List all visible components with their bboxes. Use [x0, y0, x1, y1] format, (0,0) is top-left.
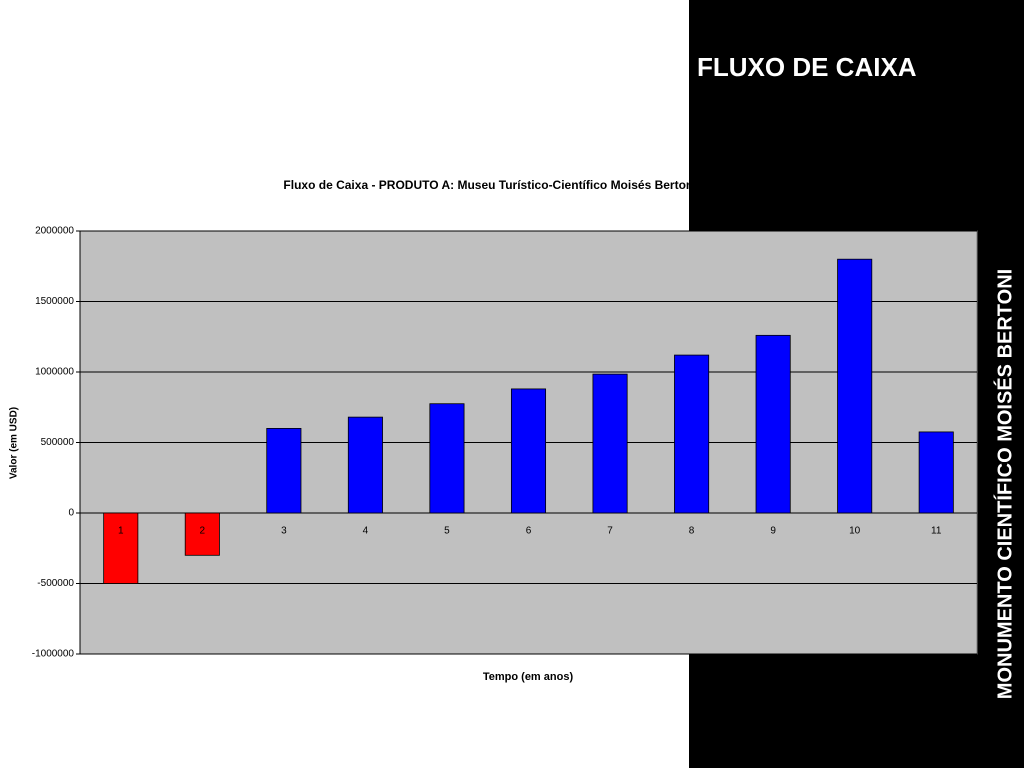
- x-tick-label: 9: [770, 526, 776, 537]
- y-tick-label: 1500000: [35, 296, 74, 307]
- bar: [510, 388, 547, 514]
- y-tick-label: -500000: [37, 578, 74, 589]
- bar: [184, 512, 220, 556]
- y-axis-label: Valor (em USD): [9, 407, 20, 479]
- y-tick-label: 2000000: [35, 226, 74, 237]
- chart: Fluxo de Caixa - PRODUTO A: Museu Turíst…: [9, 178, 978, 683]
- x-tick-label: 6: [526, 526, 532, 537]
- slide-title: FLUXO DE CAIXA: [697, 52, 917, 82]
- bar: [103, 512, 139, 584]
- x-axis-label: Tempo (em anos): [483, 671, 574, 683]
- x-tick-label: 4: [363, 526, 369, 537]
- x-tick-label: 3: [281, 526, 287, 537]
- bar: [918, 431, 954, 514]
- x-tick-label: 2: [200, 526, 206, 537]
- bar: [429, 403, 465, 514]
- x-tick-label: 5: [444, 526, 450, 537]
- y-tick-label: -1000000: [32, 649, 75, 660]
- y-tick-label: 500000: [41, 437, 75, 448]
- chart-title: Fluxo de Caixa - PRODUTO A: Museu Turíst…: [283, 178, 696, 192]
- side-text: MONUMENTO CIENTÍFICO MOISÉS BERTONI: [993, 269, 1016, 699]
- bar: [592, 373, 628, 514]
- bar: [347, 416, 383, 514]
- bar: [755, 334, 791, 514]
- x-tick-label: 1: [118, 526, 124, 537]
- x-tick-label: 10: [849, 526, 861, 537]
- x-tick-label: 11: [931, 526, 942, 537]
- x-tick-label: 8: [689, 526, 695, 537]
- bar: [837, 258, 873, 514]
- y-tick-label: 1000000: [35, 367, 74, 378]
- x-tick-label: 7: [607, 526, 613, 537]
- y-tick-label: 0: [68, 508, 74, 519]
- bar: [266, 427, 302, 514]
- bar: [674, 354, 710, 514]
